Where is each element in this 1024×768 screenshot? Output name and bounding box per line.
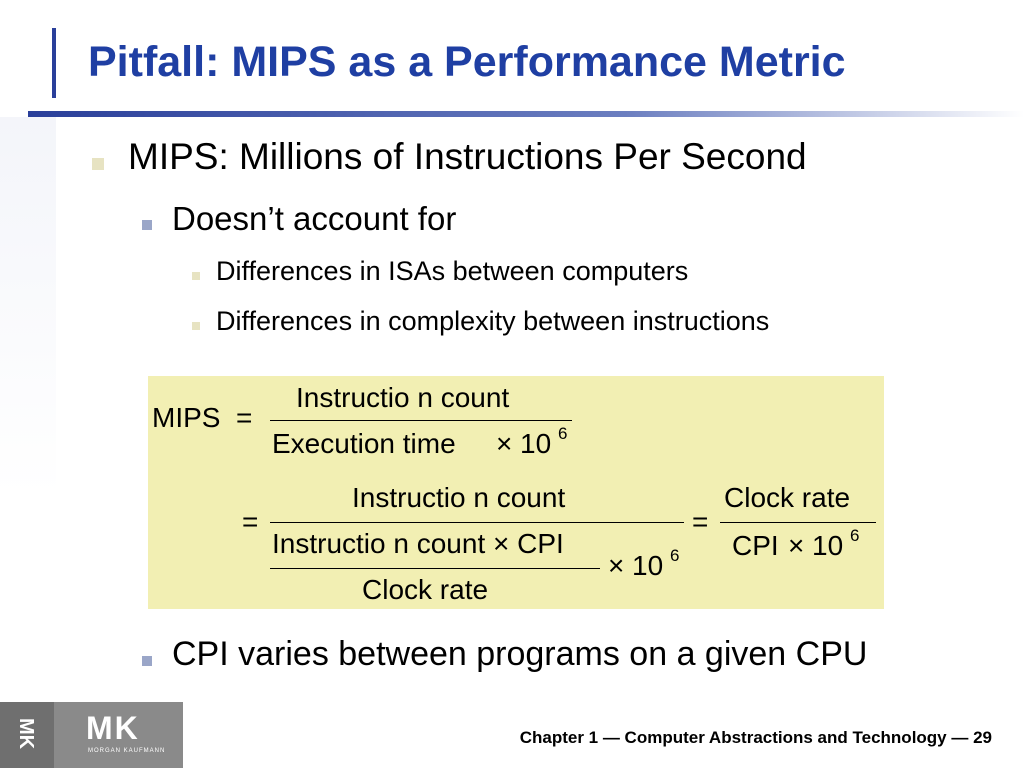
fraction-line-1	[270, 420, 572, 421]
formula-instr-cpi: Instructio n count × CPI	[272, 528, 564, 559]
bullet-marker-3a	[192, 272, 200, 280]
formula-times-2: ×	[608, 550, 625, 581]
formula-equals-2: =	[242, 506, 259, 537]
bullet-marker-4	[142, 656, 152, 666]
formula-exp-3: 6	[850, 526, 860, 545]
bullet-mips-definition: MIPS: Millions of Instructions Per Secon…	[128, 136, 807, 177]
formula-ten-1: 10	[520, 428, 552, 459]
publisher-logo: MK MK MORGAN KAUFMANN	[0, 702, 183, 768]
formula-numerator-1: Instructio n count	[296, 382, 510, 413]
logo-mk-mark: MK	[86, 710, 140, 746]
formula-clock-rate-2: Clock rate	[724, 482, 851, 513]
slide-title: Pitfall: MIPS as a Performance Metric	[88, 38, 846, 86]
formula-numerator-2: Instructio n count	[352, 482, 566, 513]
formula-cpi: CPI	[732, 530, 779, 561]
bullet-doesnt-account: Doesn’t account for	[172, 200, 457, 237]
title-accent-bar	[52, 28, 56, 98]
formula-equals-3: =	[692, 506, 709, 537]
formula-mips-label: MIPS	[152, 402, 221, 433]
formula-exp-1: 6	[558, 424, 568, 443]
formula-times-3: ×	[788, 530, 805, 561]
logo-subtitle: MORGAN KAUFMANN	[88, 748, 166, 754]
formula-ten-2: 10	[632, 550, 664, 581]
bullet-complexity-differences: Differences in complexity between instru…	[216, 306, 770, 336]
mips-formula-box: MIPS = Instructio n count Execution time…	[148, 376, 884, 609]
bullet-marker-2	[142, 220, 152, 230]
bullet-isa-differences: Differences in ISAs between computers	[216, 256, 689, 286]
formula-equals-1: =	[236, 402, 253, 433]
formula-ten-3: 10	[812, 530, 844, 561]
logo-side-panel: MK	[0, 702, 54, 768]
formula-exec-time: Execution time	[272, 428, 456, 459]
formula-exp-2: 6	[670, 546, 680, 565]
formula-clock-rate-1: Clock rate	[362, 574, 489, 605]
fraction-line-3	[270, 568, 600, 569]
bullet-cpi-varies: CPI varies between programs on a given C…	[172, 635, 868, 673]
fraction-line-2	[270, 522, 684, 523]
left-fade-decoration	[0, 117, 56, 497]
title-underline-bar	[28, 111, 1024, 117]
bullet-marker-3b	[192, 322, 200, 330]
fraction-line-4	[720, 522, 876, 523]
logo-rotated-mark: MK	[15, 717, 38, 750]
bullet-marker-1	[92, 158, 104, 170]
slide-footer: Chapter 1 — Computer Abstractions and Te…	[519, 728, 992, 747]
formula-times-1: ×	[496, 428, 513, 459]
